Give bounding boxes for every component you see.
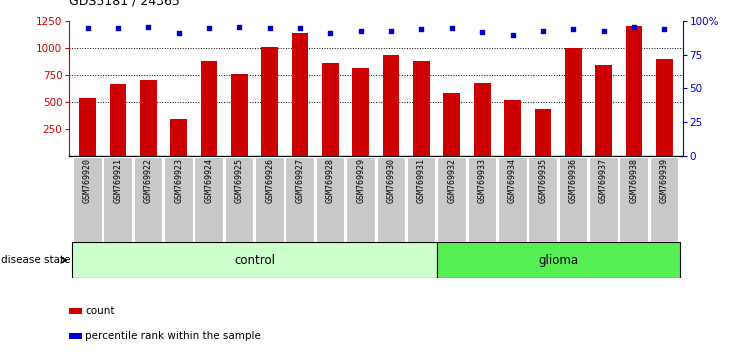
Bar <box>194 156 223 242</box>
Text: GSM769925: GSM769925 <box>235 158 244 203</box>
Bar <box>140 80 157 156</box>
Text: GSM769924: GSM769924 <box>204 158 213 203</box>
Text: GSM769929: GSM769929 <box>356 158 365 203</box>
Text: GSM769935: GSM769935 <box>539 158 548 203</box>
Bar <box>69 333 82 339</box>
Bar <box>437 156 466 242</box>
Bar <box>413 61 430 156</box>
Point <box>567 27 579 32</box>
Text: count: count <box>85 306 115 316</box>
Text: percentile rank within the sample: percentile rank within the sample <box>85 331 261 341</box>
Text: GSM769932: GSM769932 <box>447 158 456 203</box>
Text: GSM769922: GSM769922 <box>144 158 153 203</box>
Bar <box>110 84 126 156</box>
Bar <box>201 61 218 156</box>
Bar <box>353 68 369 156</box>
Text: GSM769921: GSM769921 <box>113 158 123 203</box>
Bar <box>620 156 648 242</box>
Bar <box>170 119 187 156</box>
Point <box>385 28 397 34</box>
Point <box>325 30 337 36</box>
Point <box>203 25 215 31</box>
Bar <box>134 156 162 242</box>
Point <box>355 28 366 34</box>
Point <box>446 25 458 31</box>
Point <box>658 27 670 32</box>
Bar <box>656 59 672 156</box>
Point <box>537 28 549 34</box>
Bar <box>69 308 82 314</box>
Bar <box>534 109 551 156</box>
Point <box>173 30 185 36</box>
Point <box>82 25 93 31</box>
Text: GSM769937: GSM769937 <box>599 158 608 203</box>
Bar <box>322 63 339 156</box>
Text: GSM769938: GSM769938 <box>629 158 639 203</box>
Bar <box>589 156 618 242</box>
Point <box>264 25 275 31</box>
Text: GSM769936: GSM769936 <box>569 158 577 203</box>
Point <box>477 29 488 35</box>
Bar <box>558 156 587 242</box>
Text: GSM769920: GSM769920 <box>83 158 92 203</box>
Text: GSM769926: GSM769926 <box>265 158 274 203</box>
Bar <box>72 242 437 278</box>
Bar <box>529 156 557 242</box>
Point <box>507 32 518 38</box>
Text: GSM769923: GSM769923 <box>174 158 183 203</box>
Point <box>142 24 154 29</box>
Text: GSM769939: GSM769939 <box>660 158 669 203</box>
Bar <box>231 74 247 156</box>
Bar <box>498 156 526 242</box>
Text: GSM769927: GSM769927 <box>296 158 304 203</box>
Text: GSM769930: GSM769930 <box>387 158 396 203</box>
Text: control: control <box>234 254 275 267</box>
Bar <box>104 156 132 242</box>
Bar <box>595 65 612 156</box>
Point <box>112 25 124 31</box>
Text: GDS5181 / 24365: GDS5181 / 24365 <box>69 0 180 7</box>
Bar <box>377 156 405 242</box>
Bar <box>73 156 101 242</box>
Bar <box>261 47 278 156</box>
Point <box>415 27 427 32</box>
Bar <box>474 82 491 156</box>
Bar <box>650 156 678 242</box>
Bar <box>468 156 496 242</box>
Text: GSM769934: GSM769934 <box>508 158 517 203</box>
Bar <box>346 156 374 242</box>
Bar <box>407 156 436 242</box>
Bar <box>225 156 253 242</box>
Bar <box>383 55 399 156</box>
Text: disease state: disease state <box>1 255 71 265</box>
Bar <box>565 48 582 156</box>
Text: glioma: glioma <box>538 254 578 267</box>
Point <box>234 24 245 29</box>
Point <box>294 25 306 31</box>
Bar <box>437 242 680 278</box>
Bar <box>80 98 96 156</box>
Text: GSM769928: GSM769928 <box>326 158 335 203</box>
Bar <box>504 100 521 156</box>
Bar <box>292 33 308 156</box>
Bar <box>626 25 642 156</box>
Text: GSM769933: GSM769933 <box>477 158 487 203</box>
Bar <box>316 156 345 242</box>
Bar <box>444 93 460 156</box>
Bar <box>255 156 284 242</box>
Point <box>598 28 610 34</box>
Text: GSM769931: GSM769931 <box>417 158 426 203</box>
Bar <box>164 156 193 242</box>
Point <box>628 24 639 29</box>
Bar <box>285 156 314 242</box>
